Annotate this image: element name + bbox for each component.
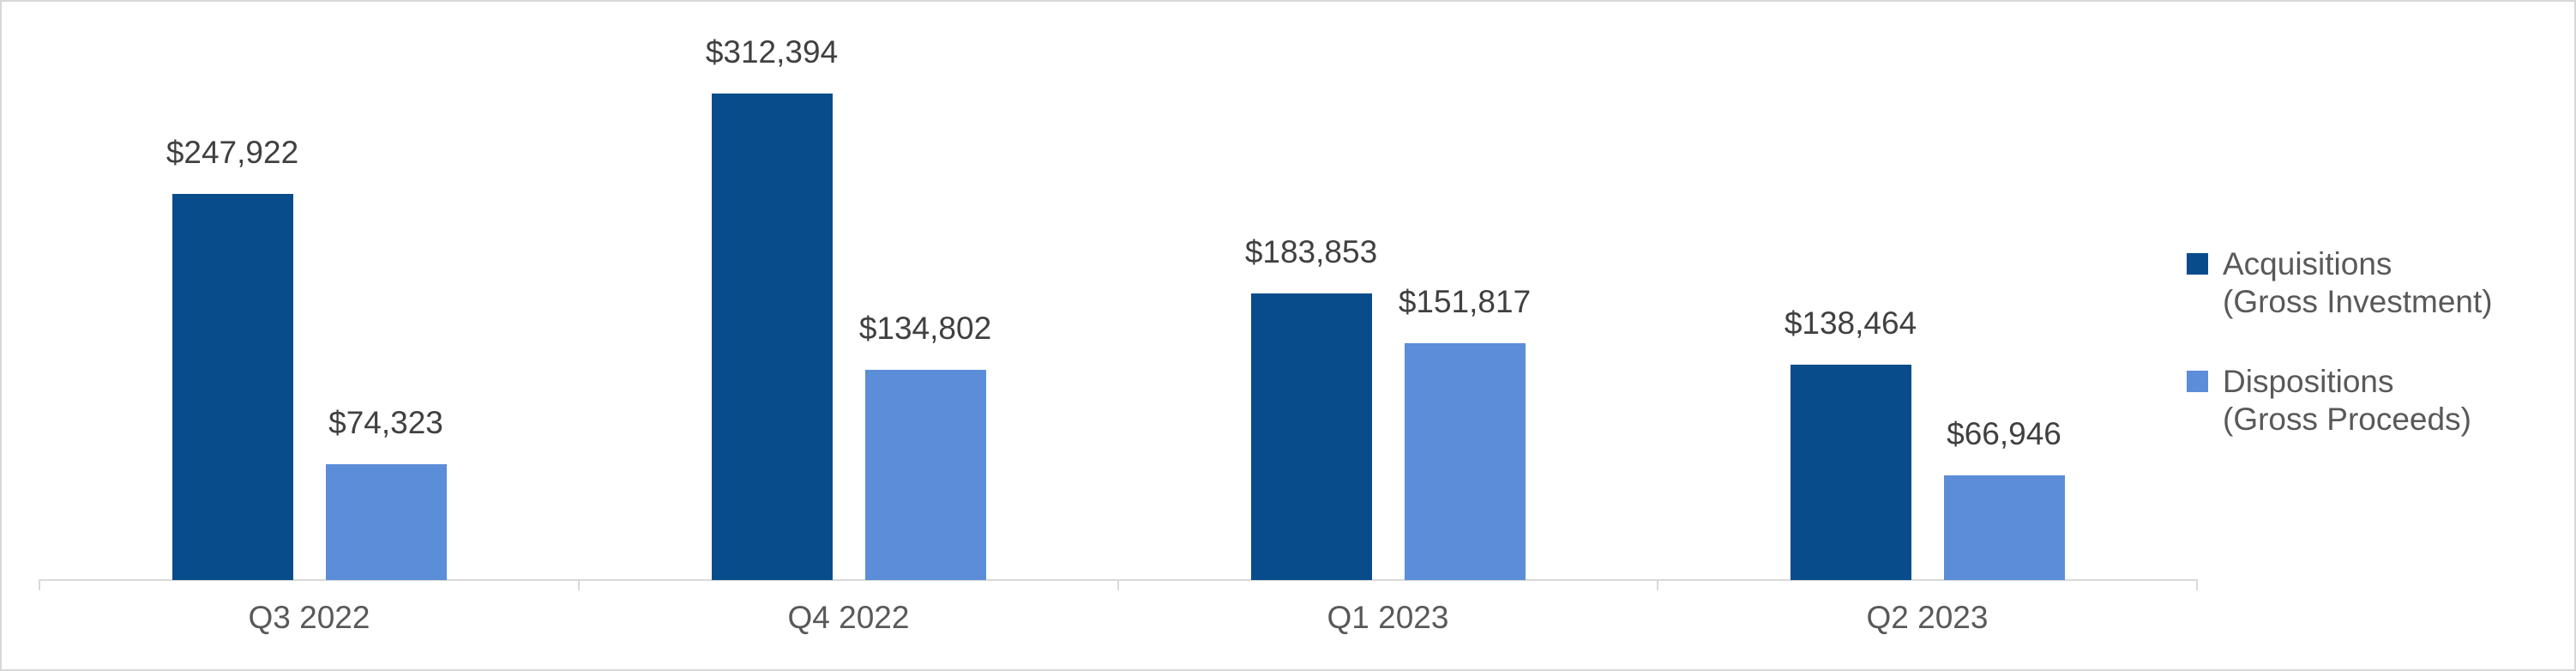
bar-value-label-acquisitions-q3-2022: $247,922	[166, 135, 299, 170]
legend: Acquisitions (Gross Investment) Disposit…	[2187, 2, 2547, 669]
bar-value-label-acquisitions-q4-2022: $312,394	[705, 34, 839, 70]
bar-value-label-acquisitions-q2-2023: $138,464	[1784, 305, 1917, 341]
legend-label-dispositions-line2: (Gross Proceeds)	[2223, 402, 2471, 437]
x-axis-tick	[39, 579, 40, 590]
legend-item-acquisitions: Acquisitions (Gross Investment)	[2187, 245, 2493, 321]
legend-marker-dispositions-icon	[2187, 371, 2208, 392]
bar-dispositions-q4-2022	[864, 370, 986, 580]
legend-label-acquisitions: Acquisitions (Gross Investment)	[2223, 245, 2493, 321]
legend-label-dispositions-line1: Dispositions	[2223, 364, 2394, 399]
bar-acquisitions-q3-2022	[172, 194, 293, 580]
bar-value-label-dispositions-q4-2022: $134,802	[858, 311, 992, 346]
bar-dispositions-q2-2023	[1943, 475, 2065, 580]
legend-item-dispositions: Dispositions (Gross Proceeds)	[2187, 363, 2471, 438]
legend-label-acquisitions-line1: Acquisitions	[2223, 246, 2392, 281]
bar-acquisitions-q2-2023	[1790, 365, 1911, 580]
x-axis-tick	[1117, 579, 1119, 590]
bar-value-label-dispositions-q1-2023: $151,817	[1398, 284, 1532, 319]
x-axis-label-q4-2022: Q4 2022	[787, 600, 910, 635]
bar-acquisitions-q4-2022	[711, 94, 833, 580]
bar-acquisitions-q1-2023	[1250, 293, 1372, 580]
bar-value-label-dispositions-q2-2023: $66,946	[1947, 416, 2061, 451]
x-axis-label-q1-2023: Q1 2023	[1327, 600, 1449, 635]
bar-dispositions-q3-2022	[325, 464, 447, 580]
bar-value-label-acquisitions-q1-2023: $183,853	[1244, 234, 1378, 269]
x-axis-tick	[1657, 579, 1658, 590]
legend-label-dispositions: Dispositions (Gross Proceeds)	[2223, 363, 2471, 438]
legend-marker-acquisitions-icon	[2187, 253, 2208, 275]
bar-value-label-dispositions-q3-2022: $74,323	[328, 405, 443, 440]
bar-dispositions-q1-2023	[1404, 343, 1526, 580]
x-axis-label-q2-2023: Q2 2023	[1866, 600, 1989, 635]
x-axis-tick	[578, 579, 580, 590]
x-axis-tick	[2196, 579, 2198, 590]
x-axis-label-q3-2022: Q3 2022	[248, 600, 370, 635]
legend-label-acquisitions-line2: (Gross Investment)	[2223, 284, 2493, 319]
